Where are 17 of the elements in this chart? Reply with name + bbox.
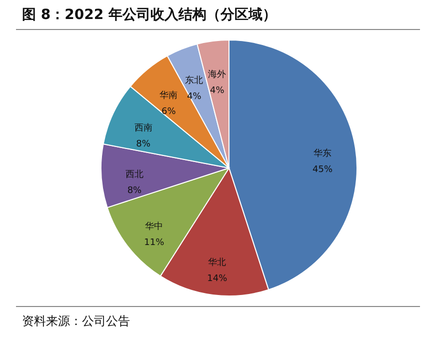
slice-label: 华东 [314, 148, 332, 160]
slice-label: 东北 [185, 74, 204, 86]
slice-label: 西南 [134, 122, 152, 134]
data-label: 6% [161, 107, 176, 118]
text: 资料来源：公司公告 [22, 313, 130, 330]
data-label: 8% [136, 140, 151, 150]
slice-label: 海外 [208, 69, 226, 80]
data-label: 8% [127, 186, 142, 196]
slice-label: 华中 [145, 221, 164, 232]
data-label: 11% [144, 238, 165, 248]
chart-title: 图 8：2022 年公司收入结构（分区域） [22, 6, 276, 24]
slice-label: 西北 [125, 168, 144, 180]
data-label: 14% [207, 274, 228, 284]
slice-label: 华北 [208, 256, 226, 268]
data-label: 45% [312, 165, 333, 176]
data-label: 4% [210, 86, 225, 96]
slice-label: 华南 [160, 90, 178, 102]
